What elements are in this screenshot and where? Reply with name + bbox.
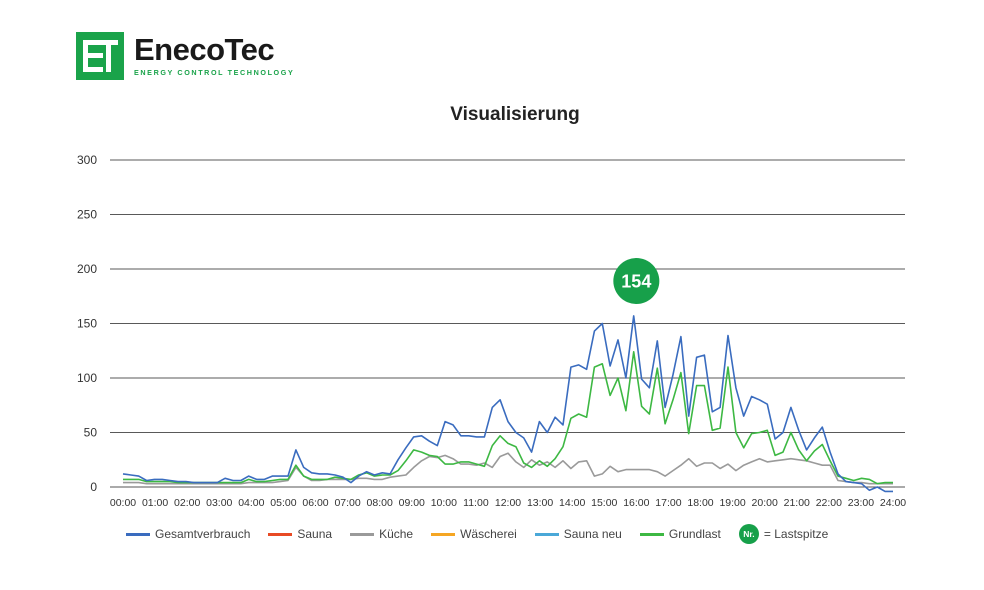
legend-swatch xyxy=(534,532,559,536)
legend-label: Sauna neu xyxy=(563,527,622,541)
x-tick-label: 15:00 xyxy=(591,497,617,509)
x-tick-label: 22:00 xyxy=(816,497,842,509)
series-line-k-che xyxy=(123,452,893,485)
legend-label: Sauna xyxy=(297,527,333,541)
y-tick-label: 150 xyxy=(77,317,97,331)
legend-item-k-che: Küche xyxy=(350,527,413,541)
legend-peak-label: = Lastspitze xyxy=(763,527,829,541)
x-tick-label: 23:00 xyxy=(848,497,874,509)
x-tick-label: 06:00 xyxy=(302,497,328,509)
x-tick-label: 21:00 xyxy=(784,497,810,509)
logo-mark-icon xyxy=(76,32,124,80)
y-tick-label: 250 xyxy=(77,208,97,222)
legend-swatch xyxy=(639,532,664,536)
legend-label: Küche xyxy=(379,527,414,541)
legend-label: Grundlast xyxy=(668,527,721,541)
x-tick-label: 00:00 xyxy=(110,497,136,509)
x-tick-label: 04:00 xyxy=(238,497,264,509)
y-tick-label: 200 xyxy=(77,262,97,276)
x-axis-ticks: 00:00 01:00 02:00 03:00 04:00 05:00 06:00 07:00… xyxy=(110,497,906,509)
y-tick-label: 50 xyxy=(84,426,98,440)
peak-marker: 154 xyxy=(613,258,660,304)
brand-tagline: ENERGY CONTROL TECHNOLOGY xyxy=(134,68,295,77)
peak-badge xyxy=(613,258,660,304)
series-line-gesamtverbrauch xyxy=(122,315,893,493)
series-lines xyxy=(122,315,893,493)
legend-swatch xyxy=(350,532,375,536)
legend-item-sauna-neu: Sauna neu xyxy=(534,527,622,541)
legend-peak-badge: Nr. xyxy=(738,524,759,544)
legend-peak: Nr. = Lastspitze xyxy=(738,524,829,544)
chart-title: Visualisierung xyxy=(450,104,580,125)
x-tick-label: 12:00 xyxy=(495,497,521,509)
chart-legend: Gesamtverbrauch Sauna Küche Wäscherei Sauna … xyxy=(126,524,828,544)
x-tick-label: 09:00 xyxy=(399,497,425,509)
x-tick-label: 03:00 xyxy=(206,497,232,509)
x-tick-label: 07:00 xyxy=(334,497,360,509)
legend-label: Wäscherei xyxy=(460,527,517,541)
x-tick-label: 05:00 xyxy=(270,497,296,509)
x-tick-label: 02:00 xyxy=(174,497,200,509)
legend-swatch xyxy=(431,532,456,536)
x-tick-label: 14:00 xyxy=(559,497,585,509)
x-tick-label: 17:00 xyxy=(655,497,681,509)
gridlines xyxy=(110,159,905,488)
enecotec-logo: EnecoTec ENERGY CONTROL TECHNOLOGY xyxy=(76,32,294,80)
legend-swatch xyxy=(268,532,293,536)
brand-name: EnecoTec xyxy=(134,32,275,67)
x-tick-label: 01:00 xyxy=(142,497,168,509)
legend-label: Gesamtverbrauch xyxy=(155,527,251,541)
x-tick-label: 10:00 xyxy=(431,497,457,509)
x-tick-label: 13:00 xyxy=(527,497,553,509)
y-tick-label: 0 xyxy=(90,480,97,494)
x-tick-label: 19:00 xyxy=(719,497,745,509)
legend-swatch xyxy=(126,532,150,536)
y-tick-label: 100 xyxy=(77,371,97,385)
legend-item-gesamtverbrauch: Gesamtverbrauch xyxy=(126,527,250,541)
y-tick-label: 300 xyxy=(77,153,97,167)
x-tick-label: 24:00 xyxy=(880,497,906,509)
legend-item-sauna: Sauna xyxy=(268,527,332,541)
legend-item-grundlast: Grundlast xyxy=(639,527,721,541)
series-line-grundlast xyxy=(123,350,893,485)
y-axis-ticks: 0 50 100 150 200 250 300 xyxy=(77,153,97,494)
legend-item-w-scherei: Wäscherei xyxy=(431,527,517,541)
x-tick-label: 18:00 xyxy=(687,497,713,509)
x-tick-label: 11:00 xyxy=(463,497,489,509)
x-tick-label: 20:00 xyxy=(752,497,778,509)
x-tick-label: 16:00 xyxy=(623,497,649,509)
peak-value: 154 xyxy=(621,272,651,292)
x-tick-label: 08:00 xyxy=(367,497,393,509)
